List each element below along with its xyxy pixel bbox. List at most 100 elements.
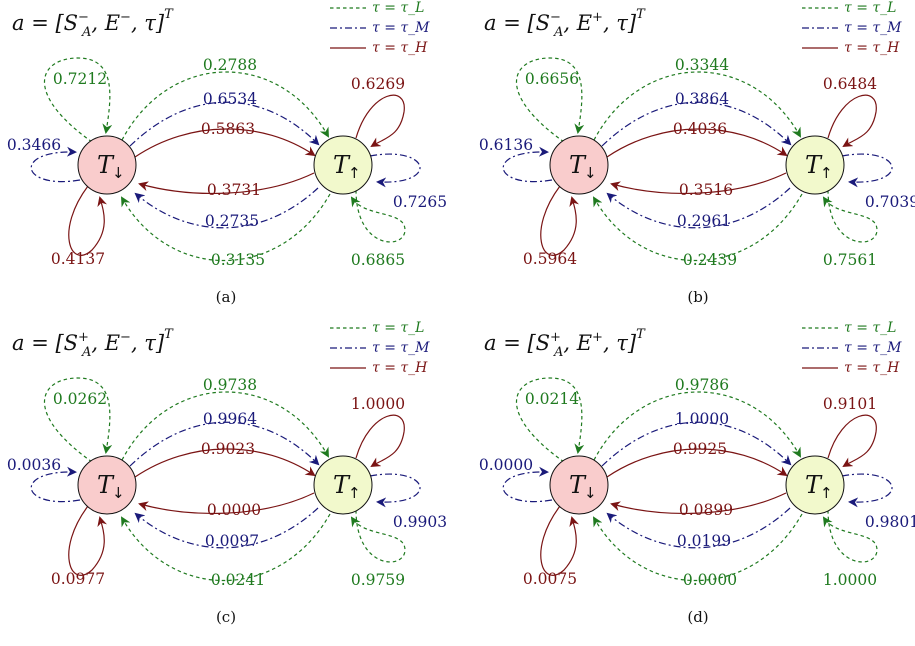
legend-label-low: τ = τ_L bbox=[372, 0, 424, 16]
title-e-sign: + bbox=[592, 10, 603, 25]
node-up-symbol: T bbox=[805, 471, 823, 499]
node-up bbox=[313, 455, 373, 515]
label-low-up-to-down: 0.3135 bbox=[211, 251, 265, 269]
edge-low-down-self bbox=[516, 377, 585, 463]
label-high-down-self: 0.0075 bbox=[523, 570, 577, 588]
edge-medium-down-self bbox=[30, 146, 81, 183]
edge-medium-down-self bbox=[502, 466, 553, 503]
label-high-up-self: 0.6484 bbox=[823, 75, 877, 93]
edge-high-down-to-up bbox=[134, 448, 316, 478]
panel-0: a = [S− A, E−, τ]T τ = τ_Lτ = τ_Mτ = τ_HT↓… bbox=[7, 0, 447, 306]
edge-medium-up-self bbox=[369, 153, 421, 188]
edge-high-down-self bbox=[68, 505, 108, 576]
panel-3: a = [S+ A, E+, τ]T τ = τ_Lτ = τ_Mτ = τ_HT↓… bbox=[479, 320, 915, 626]
label-medium-down-self: 0.6136 bbox=[479, 136, 533, 154]
panel-caption: (b) bbox=[687, 288, 708, 306]
edge-low-up-self bbox=[822, 509, 878, 563]
label-medium-down-to-up: 0.6534 bbox=[203, 90, 257, 108]
edge-medium-down-to-up bbox=[129, 101, 320, 147]
edge-high-down-to-up bbox=[606, 128, 788, 158]
edge-high-down-to-up bbox=[606, 448, 788, 478]
node-up-symbol: T bbox=[333, 151, 351, 179]
edge-high-down-self bbox=[68, 185, 108, 256]
label-medium-down-self: 0.3466 bbox=[7, 136, 61, 154]
title-e-sign: − bbox=[120, 330, 131, 345]
title-e-sign: − bbox=[120, 10, 131, 25]
edge-high-up-self bbox=[355, 94, 405, 148]
legend-label-high: τ = τ_H bbox=[372, 40, 428, 56]
edge-low-up-self bbox=[822, 189, 878, 243]
label-low-up-self: 0.9759 bbox=[351, 571, 405, 589]
node-down-subscript: ↓ bbox=[584, 484, 597, 502]
label-medium-up-to-down: 0.0097 bbox=[205, 532, 259, 550]
panel-title: a = [S+ A, E−, τ]T bbox=[12, 327, 174, 360]
node-down bbox=[549, 135, 609, 195]
label-low-down-self: 0.7212 bbox=[53, 70, 107, 88]
node-up bbox=[785, 135, 845, 195]
node-up-symbol: T bbox=[805, 151, 823, 179]
title-e-sign: + bbox=[592, 330, 603, 345]
label-medium-down-to-up: 0.9964 bbox=[203, 410, 257, 428]
edge-medium-up-to-down bbox=[134, 507, 319, 549]
edge-medium-down-self bbox=[502, 146, 553, 183]
node-up bbox=[785, 455, 845, 515]
edge-high-up-to-down bbox=[138, 492, 315, 515]
label-medium-up-to-down: 0.2735 bbox=[205, 212, 259, 230]
node-down-symbol: T bbox=[97, 151, 115, 179]
label-low-down-to-up: 0.3344 bbox=[675, 56, 729, 74]
label-low-down-self: 0.0262 bbox=[53, 390, 107, 408]
edge-medium-up-to-down bbox=[606, 187, 791, 229]
node-down bbox=[77, 135, 137, 195]
edge-medium-down-self bbox=[30, 466, 81, 503]
label-medium-up-to-down: 0.2961 bbox=[677, 212, 731, 230]
panel-caption: (d) bbox=[687, 608, 708, 626]
label-medium-up-to-down: 0.0199 bbox=[677, 532, 731, 550]
edge-high-down-self bbox=[540, 185, 580, 256]
node-down bbox=[549, 455, 609, 515]
node-down bbox=[77, 455, 137, 515]
label-high-down-self: 0.5964 bbox=[523, 250, 577, 268]
node-up-subscript: ↑ bbox=[820, 164, 833, 182]
legend-label-medium: τ = τ_M bbox=[844, 340, 902, 356]
edge-high-up-to-down bbox=[138, 172, 315, 195]
panel-1: a = [S− A, E+, τ]T τ = τ_Lτ = τ_Mτ = τ_HT↓… bbox=[479, 0, 915, 306]
node-down-symbol: T bbox=[97, 471, 115, 499]
label-medium-up-self: 0.9903 bbox=[393, 513, 447, 531]
edge-low-up-self bbox=[350, 509, 406, 563]
legend-label-high: τ = τ_H bbox=[844, 360, 900, 376]
edge-low-up-self bbox=[350, 189, 406, 243]
node-down-subscript: ↓ bbox=[584, 164, 597, 182]
label-high-up-self: 0.6269 bbox=[351, 75, 405, 93]
title-s-sign: − bbox=[78, 10, 89, 25]
label-high-up-to-down: 0.3516 bbox=[679, 181, 733, 199]
edge-high-down-to-up bbox=[134, 128, 316, 158]
edge-medium-down-to-up bbox=[601, 421, 792, 467]
edge-medium-up-to-down bbox=[606, 507, 791, 549]
node-down-symbol: T bbox=[569, 151, 587, 179]
legend-label-low: τ = τ_L bbox=[844, 320, 896, 336]
label-high-down-to-up: 0.4036 bbox=[673, 120, 727, 138]
label-high-down-self: 0.4137 bbox=[51, 250, 105, 268]
label-high-down-to-up: 0.9023 bbox=[201, 440, 255, 458]
panel-caption: (c) bbox=[216, 608, 236, 626]
label-low-down-to-up: 0.2788 bbox=[203, 56, 257, 74]
edge-medium-down-to-up bbox=[129, 421, 320, 467]
node-up bbox=[313, 135, 373, 195]
node-down-subscript: ↓ bbox=[112, 164, 125, 182]
legend-label-high: τ = τ_H bbox=[372, 360, 428, 376]
edge-high-down-self bbox=[540, 505, 580, 576]
edge-low-down-self bbox=[44, 57, 113, 143]
node-down-subscript: ↓ bbox=[112, 484, 125, 502]
label-low-down-to-up: 0.9786 bbox=[675, 376, 729, 394]
label-high-up-to-down: 0.3731 bbox=[207, 181, 261, 199]
label-medium-down-self: 0.0036 bbox=[7, 456, 61, 474]
node-up-subscript: ↑ bbox=[348, 484, 361, 502]
title-s-sign: − bbox=[550, 10, 561, 25]
edge-low-down-self bbox=[44, 377, 113, 463]
title-s-sign: + bbox=[78, 330, 89, 345]
legend-label-medium: τ = τ_M bbox=[844, 20, 902, 36]
label-low-up-self: 0.6865 bbox=[351, 251, 405, 269]
edge-high-up-self bbox=[827, 414, 877, 468]
edge-medium-up-to-down bbox=[134, 187, 319, 229]
legend-label-medium: τ = τ_M bbox=[372, 340, 430, 356]
